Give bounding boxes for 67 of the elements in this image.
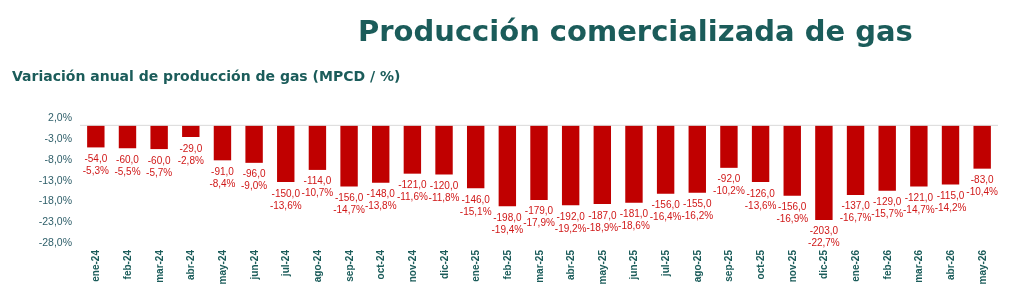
x-tick-label: ago-25 bbox=[691, 249, 703, 283]
x-tick-label: ene-24 bbox=[90, 249, 102, 282]
x-tick-label: jul-25 bbox=[660, 249, 672, 278]
data-label: -83,0 -10,4% bbox=[966, 174, 999, 198]
data-label: -198,0 -19,4% bbox=[491, 211, 524, 235]
data-label: -203,0 -22,7% bbox=[808, 225, 840, 249]
x-tick-label: abr-24 bbox=[185, 249, 197, 281]
data-label: -187,0 -18,9% bbox=[586, 209, 619, 233]
x-tick-label: ene-26 bbox=[850, 249, 862, 282]
data-label: -126,0 -13,6% bbox=[744, 187, 777, 211]
data-label: -148,0 -13,8% bbox=[364, 188, 397, 212]
chart-title: Producción comercializada de gas bbox=[358, 14, 913, 48]
x-tick-label: jun-25 bbox=[628, 249, 640, 281]
y-tick-label: 2,0% bbox=[48, 111, 72, 123]
data-label: -129,0 -15,7% bbox=[871, 196, 904, 220]
x-tick-label: mar-24 bbox=[153, 249, 165, 283]
x-tick-label: jun-24 bbox=[248, 249, 260, 281]
data-label: -179,0 -17,9% bbox=[523, 205, 555, 229]
x-tick-label: ago-24 bbox=[311, 249, 323, 283]
data-label: -120,0 -11,8% bbox=[428, 180, 460, 203]
data-label: -60,0 -5,7% bbox=[146, 154, 173, 178]
x-tick-label: may-24 bbox=[216, 249, 228, 285]
chart-subtitle: Variación anual de producción de gas (MPCD / %) bbox=[12, 68, 401, 84]
data-label: -60,0 -5,5% bbox=[114, 153, 141, 177]
data-label: -114,0 -10,7% bbox=[301, 175, 334, 199]
x-tick-label: oct-24 bbox=[375, 249, 387, 280]
x-tick-label: sep-25 bbox=[723, 249, 735, 282]
x-tick-label: ene-25 bbox=[470, 249, 482, 282]
x-tick-label: jul-24 bbox=[280, 249, 292, 278]
data-label: -121,0 -11,6% bbox=[396, 179, 428, 203]
data-label: -181,0 -18,6% bbox=[618, 208, 650, 232]
x-tick-label: dic-25 bbox=[818, 249, 830, 279]
y-tick-label: -28,0% bbox=[38, 236, 72, 248]
x-tick-label: oct-25 bbox=[755, 249, 767, 280]
y-tick-label: -23,0% bbox=[38, 215, 72, 228]
x-tick-label: feb-26 bbox=[881, 249, 893, 280]
y-tick-label: -3,0% bbox=[44, 131, 72, 144]
x-tick-label: abr-26 bbox=[945, 249, 957, 281]
data-label: -54,0 -5,3% bbox=[82, 152, 109, 176]
x-tick-label: nov-25 bbox=[786, 249, 798, 283]
x-tick-label: may-25 bbox=[596, 249, 608, 285]
y-tick-label: -8,0% bbox=[44, 152, 72, 165]
x-tick-label: feb-24 bbox=[121, 249, 133, 280]
data-label: -192,0 -19,2% bbox=[554, 210, 587, 234]
x-tick-label: abr-25 bbox=[565, 249, 577, 281]
data-label: -92,0 -10,2% bbox=[713, 173, 745, 197]
data-label: -156,0 -16,9% bbox=[776, 201, 809, 225]
data-label: -121,0 -14,7% bbox=[903, 192, 935, 216]
y-tick-label: -13,0% bbox=[38, 173, 72, 186]
data-label: -156,0 -16,4% bbox=[649, 199, 682, 223]
x-tick-label: may-26 bbox=[976, 249, 988, 285]
x-tick-label: nov-24 bbox=[406, 249, 418, 283]
data-label: -91,0 -8,4% bbox=[209, 165, 236, 189]
data-label: -150,0 -13,6% bbox=[269, 187, 302, 211]
y-tick-label: -18,0% bbox=[38, 194, 72, 207]
data-label: -155,0 -16,2% bbox=[681, 198, 714, 222]
x-tick-label: dic-24 bbox=[438, 249, 450, 279]
data-label: -29,0 -2,8% bbox=[177, 142, 204, 166]
data-label: -137,0 -16,7% bbox=[839, 200, 872, 224]
data-label: -96,0 -9,0% bbox=[241, 168, 268, 192]
data-label: -115,0 -14,2% bbox=[934, 190, 967, 213]
x-tick-label: mar-26 bbox=[913, 249, 925, 283]
x-tick-label: sep-24 bbox=[343, 249, 355, 282]
data-label: -156,0 -14,7% bbox=[333, 192, 366, 216]
x-tick-label: mar-25 bbox=[533, 249, 545, 283]
x-tick-label: feb-25 bbox=[501, 249, 513, 280]
data-label: -146,0 -15,1% bbox=[459, 193, 492, 217]
